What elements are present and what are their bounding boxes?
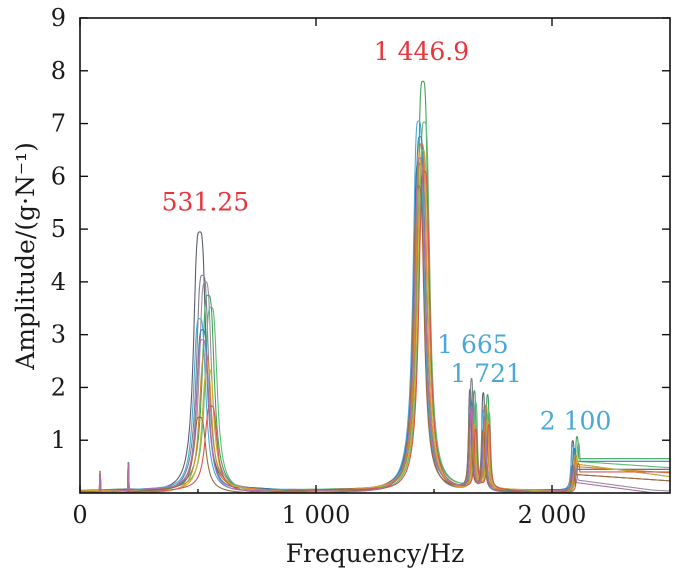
y-tick-label: 6 <box>51 162 66 190</box>
y-tick-label: 7 <box>51 110 66 138</box>
series-line-6 <box>79 120 671 494</box>
series-lines <box>79 80 671 494</box>
peak-label: 1 446.9 <box>374 37 469 66</box>
series-line-10 <box>79 170 671 494</box>
series-line-11 <box>79 185 671 494</box>
series-line-5 <box>79 121 671 494</box>
y-tick-label: 5 <box>51 215 66 243</box>
y-tick-label: 2 <box>51 373 66 401</box>
series-line-12 <box>79 157 671 494</box>
peak-label: 2 100 <box>540 407 612 436</box>
axis-ticks <box>79 17 670 493</box>
x-tick-label: 2 000 <box>518 501 587 529</box>
y-tick-label: 1 <box>51 426 66 454</box>
x-axis-label: Frequency/Hz <box>286 539 465 568</box>
x-tick-label: 0 <box>72 501 87 529</box>
y-axis-label: Amplitude/(g·N⁻¹) <box>11 142 40 371</box>
y-tick-label: 8 <box>51 57 66 85</box>
x-tick-label: 1 000 <box>282 501 351 529</box>
plot-frame <box>79 17 671 494</box>
peak-label: 531.25 <box>162 188 249 217</box>
peak-label: 1 665 <box>437 330 509 359</box>
y-tick-label: 9 <box>51 4 66 32</box>
y-tick-label: 3 <box>51 321 66 349</box>
y-tick-label: 4 <box>51 268 66 296</box>
peak-label: 1 721 <box>450 359 522 388</box>
tick-labels: 0 1 000 2 000 1 2 3 4 5 6 7 8 9 <box>51 4 587 529</box>
series-line-2 <box>79 185 671 493</box>
